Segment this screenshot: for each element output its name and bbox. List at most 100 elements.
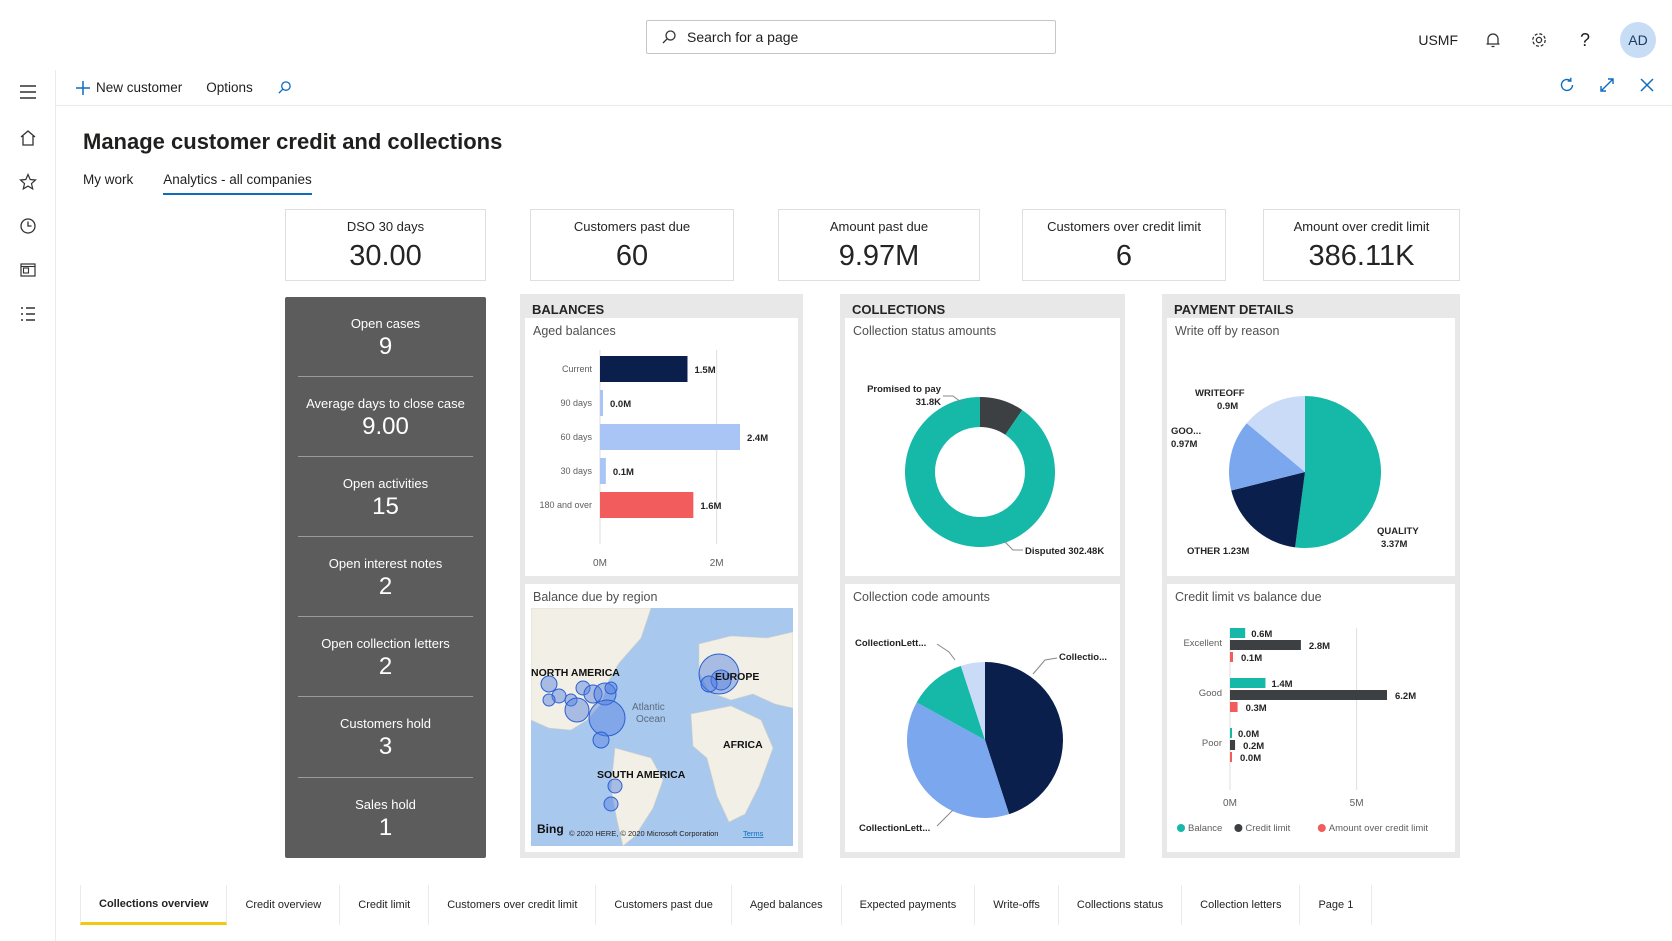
company-selector[interactable]: USMF [1418, 32, 1458, 48]
region-map: NORTH AMERICA EUROPE AFRICA SOUTH AMERIC… [531, 608, 793, 846]
report-tab[interactable]: Page 1 [1300, 885, 1373, 925]
kpi-card-amount-past-due[interactable]: Amount past due 9.97M [778, 209, 980, 281]
gear-icon[interactable] [1528, 29, 1550, 51]
report-tab[interactable]: Credit overview [227, 885, 341, 925]
stat-customers-hold[interactable]: Customers hold 3 [285, 697, 486, 778]
report-tab[interactable]: Aged balances [732, 885, 842, 925]
report-tab[interactable]: Customers past due [596, 885, 732, 925]
pie-slice [1295, 396, 1381, 548]
report-tab[interactable]: Expected payments [842, 885, 976, 925]
bar [1230, 728, 1232, 738]
kpi-value: 9.97M [838, 240, 920, 272]
report-tab[interactable]: Collection letters [1182, 885, 1301, 925]
options-button[interactable]: Options [206, 80, 253, 95]
slice-label: OTHER 1.23M [1187, 546, 1249, 557]
stat-value: 9.00 [362, 413, 409, 441]
bar [1230, 740, 1236, 750]
stat-open-activities[interactable]: Open activities 15 [285, 457, 486, 538]
leader-line [936, 809, 954, 827]
terms-link[interactable]: Terms [743, 829, 764, 838]
kpi-card-customers-over-limit[interactable]: Customers over credit limit 6 [1022, 209, 1226, 281]
tick-label: Excellent [1183, 638, 1222, 649]
expand-icon[interactable] [1598, 76, 1616, 97]
data-label: 0.3M [1246, 703, 1267, 714]
write-off-visual[interactable]: Write off by reason QUALITY 3.37M OTHER 1.… [1167, 318, 1455, 576]
kpi-label: Customers over credit limit [1047, 219, 1201, 234]
report-tab[interactable]: Write-offs [975, 885, 1059, 925]
credit-limit-visual[interactable]: Credit limit vs balance due Excellent 0.6… [1167, 584, 1455, 852]
search-input[interactable]: Search for a page [646, 20, 1056, 54]
tick-label: 2M [710, 558, 724, 569]
tick-label: Poor [1202, 738, 1222, 749]
slice-label: GOO... [1171, 426, 1201, 437]
stat-value: 2 [378, 653, 393, 681]
collections-panel: COLLECTIONS Collection status amounts Pr… [840, 294, 1125, 858]
africa-land [690, 705, 774, 823]
payment-details-panel: PAYMENT DETAILS Write off by reason QUAL… [1162, 294, 1460, 858]
pie-slice [960, 662, 985, 740]
bell-icon[interactable] [1482, 29, 1504, 51]
tick-label: 60 days [560, 432, 592, 442]
new-customer-button[interactable]: New customer [76, 80, 182, 95]
hamburger-icon[interactable] [0, 70, 56, 114]
aged-balances-visual[interactable]: Aged balances Current 1.5M 90 days 0.0M 60 d… [525, 318, 798, 576]
help-icon[interactable]: ? [1579, 29, 1590, 50]
legend-marker [1177, 824, 1185, 832]
kpi-card-dso[interactable]: DSO 30 days 30.00 [285, 209, 486, 281]
kpi-label: Customers past due [573, 219, 691, 234]
tick-label: 0M [593, 558, 607, 569]
kpi-card-customers-past-due[interactable]: Customers past due 60 [530, 209, 734, 281]
action-search-button[interactable] [277, 80, 292, 95]
tab-analytics[interactable]: Analytics - all companies [163, 172, 312, 195]
collection-code-visual[interactable]: Collection code amounts Collectio... Coll… [845, 584, 1120, 852]
data-label: 0.0M [610, 399, 631, 410]
close-icon[interactable] [1638, 76, 1656, 97]
avatar[interactable]: AD [1620, 22, 1656, 58]
legend-label: Credit limit [1245, 823, 1290, 834]
bar [1230, 652, 1233, 662]
data-label: 0.1M [1241, 653, 1262, 664]
page-tabs: My work Analytics - all companies [83, 172, 312, 195]
data-label: 0.1M [613, 467, 634, 478]
report-tab[interactable]: Collections status [1059, 885, 1183, 925]
home-icon[interactable] [0, 116, 56, 160]
stat-open-interest-notes[interactable]: Open interest notes 2 [285, 537, 486, 618]
stat-value: 2 [378, 573, 393, 601]
stat-sales-hold[interactable]: Sales hold 1 [285, 778, 486, 858]
kpi-card-amount-over-limit[interactable]: Amount over credit limit 386.11K [1263, 209, 1460, 281]
star-icon[interactable] [0, 160, 56, 204]
bar [1230, 678, 1266, 688]
data-label: 1.5M [695, 365, 716, 376]
workspace-icon[interactable] [0, 248, 56, 292]
kpi-label: Amount over credit limit [1293, 219, 1430, 234]
legend-label: Amount over credit limit [1329, 823, 1429, 834]
collection-code-chart: Collectio... CollectionLett... CollectionL… [855, 638, 1107, 834]
stat-label: Open interest notes [328, 556, 443, 572]
report-tab[interactable]: Credit limit [340, 885, 430, 925]
stat-label: Open cases [350, 316, 421, 331]
modules-list-icon[interactable] [0, 292, 56, 336]
refresh-icon[interactable] [1558, 76, 1576, 97]
kpi-label: Amount past due [829, 219, 929, 234]
collection-status-visual[interactable]: Collection status amounts Promised to pa… [845, 318, 1120, 576]
tick-label: Good [1199, 688, 1222, 699]
report-tab[interactable]: Collections overview [80, 885, 228, 925]
report-tab[interactable]: Customers over credit limit [429, 885, 597, 925]
page-title: Manage customer credit and collections [83, 129, 503, 154]
leader-line [1032, 657, 1058, 675]
stat-open-cases[interactable]: Open cases 9 [285, 297, 486, 378]
slice-label: Promised to pay [867, 384, 942, 395]
divider [298, 456, 473, 458]
stat-open-collection-letters[interactable]: Open collection letters 2 [285, 617, 486, 698]
clock-icon[interactable] [0, 204, 56, 248]
kpi-value: 6 [1115, 240, 1133, 272]
region-map-visual[interactable]: Balance due by region NORTH AMERICA EURO… [525, 584, 798, 852]
donut-slice [905, 397, 1055, 547]
stat-average-days[interactable]: Average days to close case 9.00 [285, 377, 486, 458]
bar [600, 492, 694, 518]
map-label: NORTH AMERICA [531, 667, 620, 679]
data-label: 0.0M [1238, 729, 1259, 740]
credit-limit-chart: Excellent 0.6M 2.8M 0.1M Good 1.4M 6.2M 0.3M Poo… [1177, 628, 1429, 834]
stat-label: Open collection letters [321, 636, 450, 652]
tab-my-work[interactable]: My work [83, 172, 134, 187]
